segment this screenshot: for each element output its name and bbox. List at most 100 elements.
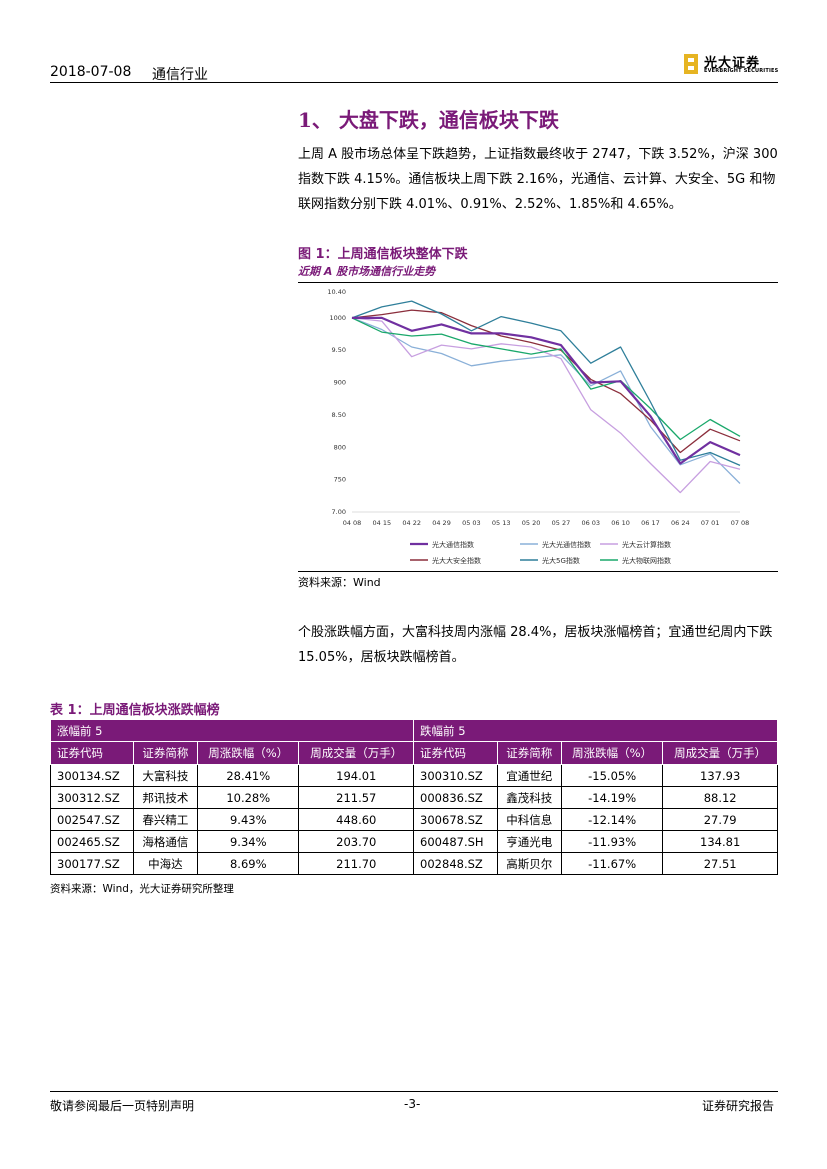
figure-subtitle: 近期 A 股市场通信行业走势 [298,265,436,278]
series-line-4 [351,309,741,454]
logo-name: 光大证券 [704,56,761,71]
gainer-vol: 211.70 [298,852,415,875]
loser-pct: -15.05% [560,764,664,787]
x-tick-label: 06 10 [611,519,630,527]
loser-code: 000836.SZ [413,786,498,809]
figure-source: 资料来源：Wind [298,576,381,589]
gainer-vol: 211.57 [298,786,415,809]
page-number: -3- [404,1097,421,1111]
gainer-vol: 194.01 [298,764,415,787]
loser-pct: -11.93% [560,830,664,853]
gainer-pct: 10.28% [197,786,300,809]
loser-name: 高斯贝尔 [496,852,562,875]
header-divider [50,82,778,83]
table-row: 300134.SZ 大富科技 28.41% 194.01 300310.SZ 宜… [50,764,778,787]
table-row: 002465.SZ 海格通信 9.34% 203.70 600487.SH 亨通… [50,830,778,853]
x-tick-label: 05 03 [462,519,481,527]
series-line-6 [351,317,741,441]
loser-vol: 134.81 [662,830,778,853]
x-tick-label: 04 15 [373,519,392,527]
col-code: 证券代码 [413,741,498,765]
y-tick-label: 900 [334,379,346,387]
table-title: 表 1：上周通信板块涨跌幅榜 [50,703,220,718]
section-title: 1、 大盘下跌，通信板块下跌 [298,108,559,132]
loser-code: 600487.SH [413,830,498,853]
gainer-pct: 28.41% [197,764,300,787]
col-pct: 周涨跌幅（%） [197,741,300,765]
paragraph-market-summary: 上周 A 股市场总体呈下跌趋势，上证指数最终收于 2747，下跌 3.52%，沪… [298,147,778,212]
y-tick-label: 1000 [329,314,346,322]
logo-mark-icon [684,54,698,74]
y-tick-label: 9.50 [332,346,346,354]
legend-label: 光大物联网指数 [622,556,671,565]
gainer-code: 300312.SZ [50,786,134,809]
gainers-group-label: 涨幅前 5 [49,719,415,742]
loser-code: 300310.SZ [413,764,498,787]
movers-table: 涨幅前 5 跌幅前 5 证券代码 证券简称 周涨跌幅（%） 周成交量（万手） 证… [49,719,778,875]
figure-title: 图 1：上周通信板块整体下跌 [298,247,468,262]
gainer-vol: 203.70 [298,830,415,853]
gainer-name: 邦讯技术 [132,786,199,809]
table-row: 002547.SZ 春兴精工 9.43% 448.60 300678.SZ 中科… [50,808,778,831]
report-date: 2018-07-08 [50,64,132,80]
x-tick-label: 06 03 [581,519,600,527]
col-code: 证券代码 [50,741,134,765]
x-tick-label: 04 08 [343,519,362,527]
x-tick-label: 05 27 [552,519,571,527]
table-group-header: 涨幅前 5 跌幅前 5 [49,719,778,742]
legend-label: 光大5G指数 [542,556,580,565]
footer-disclaimer: 敬请参阅最后一页特别声明 [50,1099,195,1113]
col-vol: 周成交量（万手） [662,741,778,765]
gainer-code: 002465.SZ [50,830,134,853]
gainer-vol: 448.60 [298,808,415,831]
y-tick-label: 10.40 [327,288,346,296]
series-line-1 [352,316,741,465]
gainer-name: 中海达 [132,852,199,875]
paragraph-stock-movers: 个股涨跌幅方面，大富科技周内涨幅 28.4%，居板块涨幅榜首；宜通世纪周内下跌 … [298,625,773,665]
y-tick-label: 7.00 [332,508,346,516]
table-row: 300312.SZ 邦讯技术 10.28% 211.57 000836.SZ 鑫… [50,786,778,809]
company-logo: 光大证券 EVERBRIGHT SECURITIES [684,52,779,76]
x-tick-label: 05 13 [492,519,511,527]
loser-pct: -14.19% [560,786,664,809]
footer-divider [50,1091,778,1092]
x-tick-label: 06 24 [671,519,690,527]
gainer-pct: 8.69% [197,852,300,875]
loser-vol: 137.93 [662,764,778,787]
x-tick-label: 06 17 [641,519,660,527]
table-source: 资料来源：Wind，光大证券研究所整理 [50,883,234,895]
gainer-pct: 9.34% [197,830,300,853]
x-tick-label: 04 29 [432,519,451,527]
col-name: 证券简称 [496,741,562,765]
legend-label: 光大光通信指数 [542,540,591,549]
gainer-code: 300177.SZ [50,852,134,875]
x-tick-label: 04 22 [402,519,421,527]
col-pct: 周涨跌幅（%） [560,741,664,765]
industry-label: 通信行业 [152,67,208,83]
loser-vol: 27.51 [662,852,778,875]
series-line-3 [351,317,741,494]
table-row: 300177.SZ 中海达 8.69% 211.70 002848.SZ 高斯贝… [50,852,778,875]
loser-vol: 88.12 [662,786,778,809]
col-name: 证券简称 [132,741,199,765]
x-tick-label: 07 08 [731,519,750,527]
gainer-pct: 9.43% [197,808,300,831]
y-tick-label: 750 [334,476,346,484]
loser-name: 中科信息 [496,808,562,831]
logo-english: EVERBRIGHT SECURITIES [704,68,779,74]
x-tick-label: 05 20 [522,519,541,527]
figure-top-rule [298,282,778,283]
gainer-code: 300134.SZ [50,764,134,787]
legend-label: 光大云计算指数 [622,540,671,549]
losers-group-label: 跌幅前 5 [413,719,778,742]
loser-name: 鑫茂科技 [496,786,562,809]
footer-report-type: 证券研究报告 [702,1099,775,1113]
legend-label: 光大通信指数 [432,540,474,549]
series-line-5 [351,300,741,466]
y-tick-label: 800 [334,443,346,451]
loser-code: 300678.SZ [413,808,498,831]
legend-label: 光大大安全指数 [432,556,481,565]
col-vol: 周成交量（万手） [298,741,415,765]
loser-name: 宜通世纪 [496,764,562,787]
gainer-name: 海格通信 [132,830,199,853]
